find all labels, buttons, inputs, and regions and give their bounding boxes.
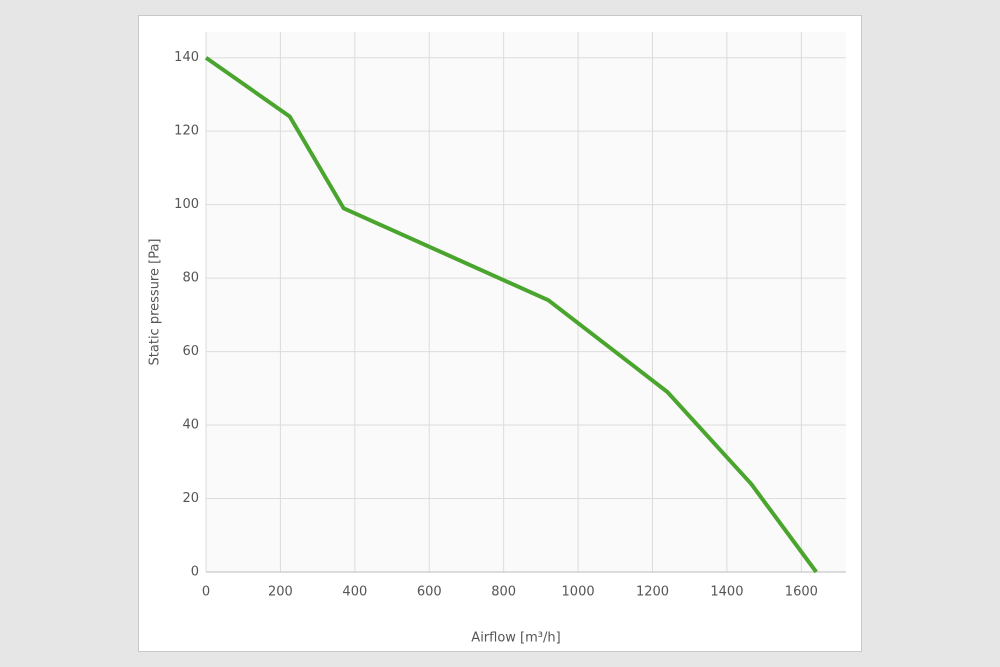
x-tick-label: 1600 [785,585,818,600]
y-tick-label: 0 [191,565,199,580]
y-tick-label: 20 [182,491,199,506]
y-tick-label: 40 [182,418,199,433]
x-tick-label: 1000 [562,585,595,600]
x-tick-label: 1200 [636,585,669,600]
y-tick-label: 100 [174,197,199,212]
plot-area [206,32,846,572]
y-tick-label: 80 [182,271,199,286]
x-tick-label: 200 [268,585,293,600]
y-tick-label: 120 [174,124,199,139]
y-axis-label: Static pressure [Pa] [148,239,163,366]
x-tick-label: 0 [202,585,210,600]
x-tick-label: 1400 [710,585,743,600]
y-tick-label: 140 [174,50,199,65]
data-line [204,56,818,574]
x-tick-label: 400 [342,585,367,600]
x-tick-label: 800 [491,585,516,600]
x-axis-label: Airflow [m³/h] [471,631,560,646]
y-tick-label: 60 [182,344,199,359]
x-tick-label: 600 [417,585,442,600]
